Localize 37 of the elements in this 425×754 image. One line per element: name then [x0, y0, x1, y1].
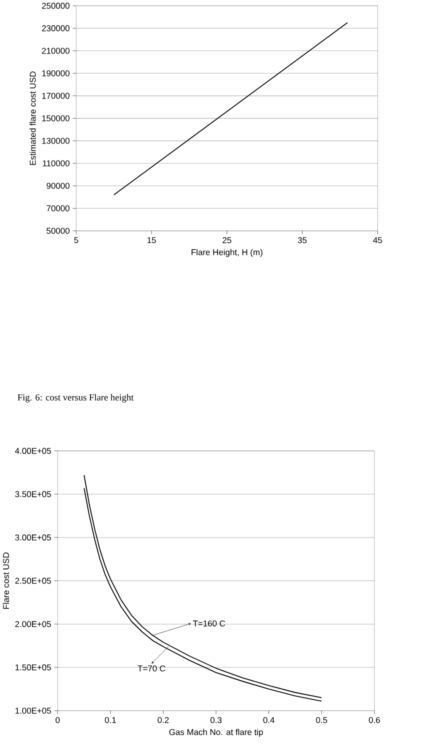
y-axis-title: Estimated flare cost USD	[29, 71, 36, 165]
y-tick-label: 1.50E+05	[15, 664, 51, 670]
y-tick-label: 3.00E+05	[14, 534, 51, 540]
y-tick-label: 4.00E+05	[14, 448, 51, 454]
y-tick-label: 210000	[42, 48, 70, 54]
x-tick-label: 5	[74, 237, 78, 244]
x-tick-label: 45	[372, 237, 382, 244]
x-tick-label: 0.6	[368, 717, 380, 724]
y-tick-label: 3.50E+05	[14, 491, 51, 498]
y-tick-label: 70000	[46, 205, 70, 212]
x-axis-title: Gas Mach No. at flare tip	[169, 728, 263, 737]
x-tick-label: 0.3	[210, 717, 222, 724]
y-tick-label: 1.00E+05	[15, 708, 51, 714]
y-tick-label: 130000	[42, 138, 70, 144]
annotation: T=70 C	[138, 665, 166, 672]
x-tick-label: 0.5	[316, 717, 327, 724]
y-tick-label: 50000	[46, 228, 70, 234]
x-tick-label: 0	[55, 717, 60, 724]
y-tick-label: 190000	[42, 70, 70, 76]
y-tick-label: 2.00E+05	[15, 621, 51, 628]
x-tick-label: 15	[147, 237, 156, 244]
y-tick-label: 230000	[42, 25, 70, 32]
y-axis-title: Flare cost USD	[2, 552, 9, 609]
caption: Fig. 6: cost versus Flare height	[17, 394, 134, 402]
annotation: T=160 C	[192, 620, 225, 626]
x-tick-label: 25	[222, 237, 232, 244]
y-tick-label: 90000	[46, 182, 70, 189]
x-tick-label: 0.4	[263, 717, 274, 724]
y-tick-label: 250000	[42, 2, 70, 9]
x-axis-title: Flare Height, H (m)	[191, 249, 262, 257]
y-tick-label: 170000	[42, 92, 70, 99]
y-tick-label: 110000	[42, 160, 70, 166]
y-tick-label: 150000	[42, 115, 70, 122]
x-tick-label: 0.1	[104, 717, 116, 724]
x-tick-label: 0.2	[158, 717, 169, 724]
x-tick-label: 35	[298, 237, 306, 244]
y-tick-label: 2.50E+05	[15, 578, 51, 584]
